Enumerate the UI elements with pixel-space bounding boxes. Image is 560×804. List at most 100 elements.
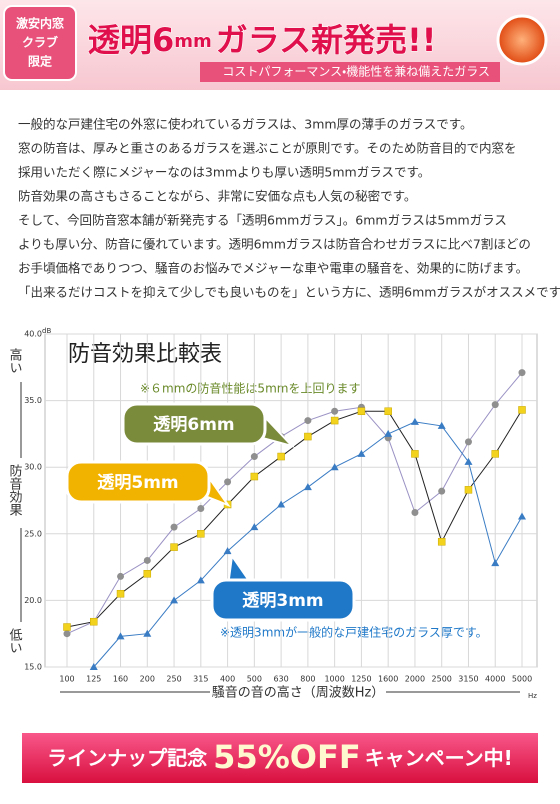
- marker: [196, 576, 205, 584]
- x-tick-label: 2500: [432, 675, 452, 684]
- marker: [170, 523, 178, 531]
- marker: [250, 453, 258, 461]
- series-line: [66, 409, 523, 628]
- x-tick-label: 3150: [458, 675, 478, 684]
- marker: [491, 450, 499, 458]
- x-tick-label: 160: [113, 675, 128, 684]
- marker: [63, 630, 71, 638]
- chart: 防音効果比較表 ※６mmの防音性能は5mmを上回ります ※透明3mmが一般的な戸…: [7, 327, 538, 701]
- body-line: 防音効果の高さもさることながら、非常に安価な点も人気の秘密です。: [18, 189, 416, 204]
- marker: [518, 369, 526, 377]
- marker: [277, 452, 285, 461]
- marker: [464, 438, 472, 446]
- marker: [250, 472, 259, 481]
- x-tick-label: 4000: [485, 675, 505, 684]
- header-subtitle: コストパフォーマンス・機能性を兼ね備えたガラス: [222, 65, 490, 79]
- y-axis-label: 防音効果: [7, 463, 23, 516]
- annotation: ※透明3mmが一般的な戸建住宅のガラス厚です。: [220, 625, 488, 640]
- marker: [411, 450, 419, 458]
- body-line: お手頃価格でありつつ、騒音のお悩みでメジャーな車や電車の騒音を、効果的に防げます…: [18, 261, 528, 276]
- marker: [330, 463, 339, 471]
- x-tick-label: 2000: [405, 675, 425, 684]
- annotation: ※６mmの防音性能は5mmを上回ります: [140, 381, 360, 396]
- marker: [411, 508, 419, 516]
- marker: [330, 416, 339, 425]
- marker: [384, 429, 393, 437]
- x-tick-label: 315: [193, 675, 208, 684]
- marker: [143, 629, 152, 637]
- y-tick-label: 15.0: [24, 663, 42, 672]
- marker: [491, 559, 500, 567]
- body-text: 一般的な戸建住宅の外窓に使われているガラスは、3mm厚の薄手のガラスです。窓の防…: [18, 117, 560, 300]
- x-tick-label: 1250: [351, 675, 371, 684]
- marker: [304, 417, 312, 425]
- marker: [437, 421, 446, 429]
- banner-part: キャンペーン中!: [365, 746, 513, 770]
- x-tick-label: 5000: [512, 675, 532, 684]
- marker: [437, 538, 446, 546]
- title-part: mm: [174, 31, 212, 52]
- marker: [170, 596, 179, 604]
- x-tick-label: 125: [86, 675, 101, 684]
- marker: [143, 556, 151, 564]
- badge-text: 激安内窓 クラブ 限定: [16, 16, 64, 69]
- marker: [331, 407, 339, 415]
- marker: [197, 530, 205, 538]
- legend-label: 透明5mm: [97, 473, 178, 493]
- x-tick-label: 100: [59, 675, 74, 684]
- x-tick-label: 500: [247, 675, 262, 684]
- y-high: 高い: [7, 347, 23, 374]
- banner-text: ラインナップ記念 55%OFF キャンペーン中!: [47, 738, 513, 776]
- header-title: 透明6mm ガラス新発売!!: [88, 21, 436, 59]
- marker: [116, 589, 125, 598]
- marker: [250, 523, 259, 531]
- title-part: 透明6: [88, 21, 174, 59]
- x-tick-label: 200: [140, 675, 155, 684]
- marker: [89, 663, 98, 670]
- badge-line: クラブ: [22, 35, 58, 50]
- banner-part: 55%OFF: [213, 738, 361, 776]
- badge: [3, 5, 77, 81]
- subtitle-bg: [200, 62, 500, 82]
- x-tick-label: 1600: [378, 675, 398, 684]
- body-line: そして、今回防音窓本舗が新発売する「透明6mmガラス」。6mmガラスは5mmガラ…: [18, 213, 507, 228]
- series-line: [66, 372, 523, 635]
- marker: [143, 570, 152, 578]
- y-tick-label: 35.0: [24, 396, 42, 405]
- marker: [277, 500, 286, 508]
- marker: [491, 401, 499, 409]
- y-tick-label: 30.0: [24, 463, 42, 472]
- marker: [197, 504, 205, 512]
- medal-icon: [496, 14, 548, 66]
- body-line: 採用いただく際にメジャーなのは3mmよりも厚い透明5mmガラスです。: [18, 165, 430, 180]
- badge-line: 限定: [28, 54, 52, 69]
- marker: [303, 483, 312, 491]
- y-tick-label: 40.0: [24, 330, 42, 339]
- marker: [117, 572, 125, 580]
- badge-line: 激安内窓: [16, 16, 64, 31]
- legend-label: 透明3mm: [242, 591, 323, 611]
- x-tick-label: 400: [220, 675, 235, 684]
- banner-part: ラインナップ記念: [47, 746, 207, 770]
- marker: [116, 632, 125, 640]
- marker: [90, 617, 98, 626]
- callout: [210, 578, 356, 622]
- marker: [170, 543, 178, 551]
- marker: [224, 478, 232, 486]
- marker: [384, 407, 392, 416]
- marker: [223, 547, 232, 555]
- chart-title: 防音効果比較表: [68, 342, 222, 367]
- marker: [304, 432, 312, 441]
- body-line: よりも厚い分、防音に優れています。透明6mmガラスは防音合わせガラスに比べ7割ほ…: [18, 237, 531, 252]
- y-tick-label: 20.0: [24, 596, 42, 605]
- marker: [63, 623, 71, 631]
- marker: [464, 457, 473, 465]
- campaign-banner[interactable]: [22, 733, 538, 783]
- y-unit: dB: [42, 327, 51, 335]
- body-line: 「出来るだけコストを抑えて少しでも良いものを」という方に、透明6mmガラスがオス…: [18, 285, 560, 300]
- x-unit: Hz: [528, 692, 537, 700]
- title-part: ガラス新発売!!: [216, 21, 437, 59]
- marker: [518, 512, 526, 520]
- marker: [357, 407, 366, 416]
